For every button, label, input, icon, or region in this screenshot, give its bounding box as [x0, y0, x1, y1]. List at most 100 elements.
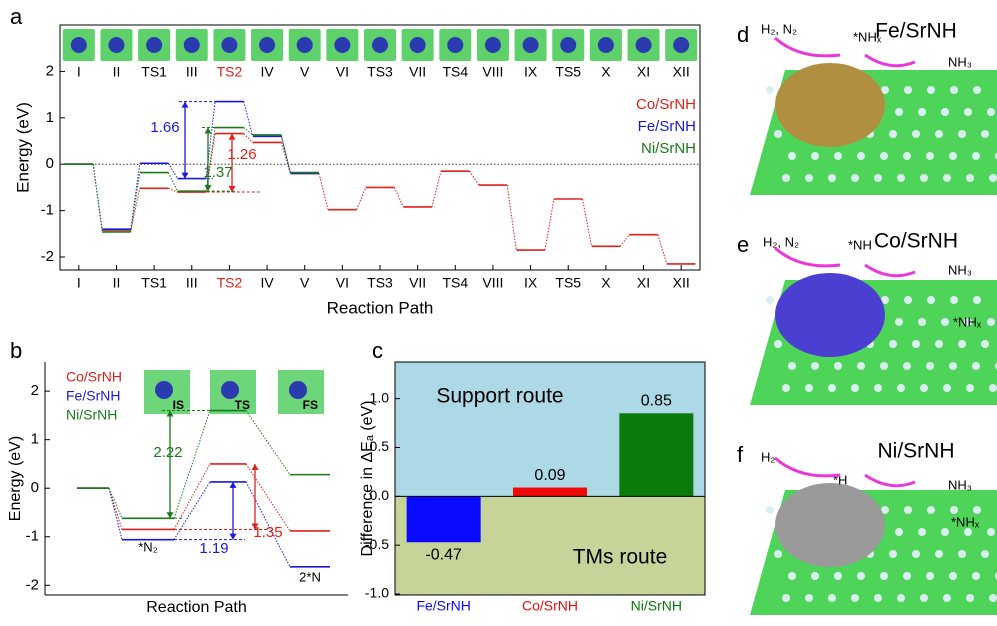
support-atom — [987, 528, 995, 536]
y-tick-label: 0.5 — [370, 438, 390, 454]
support-atom — [920, 594, 928, 602]
support-atom — [989, 384, 997, 392]
x-tick-label: X — [601, 275, 611, 291]
arrow-head — [204, 185, 212, 192]
top-category-label: TS3 — [367, 64, 393, 80]
species-label: *NHₓ — [853, 29, 882, 44]
region-label: TMs route — [573, 546, 668, 569]
reaction-arrow — [864, 473, 916, 488]
support-atom — [949, 572, 957, 580]
support-atom — [912, 130, 920, 138]
reaction-arrow — [774, 36, 841, 58]
reaction-arrow — [774, 246, 841, 268]
support-atom — [851, 384, 859, 392]
x-tick-label: XI — [637, 275, 650, 291]
inset-core — [155, 381, 173, 399]
support-atom — [926, 362, 934, 370]
support-atom — [811, 362, 819, 370]
support-atom — [935, 340, 943, 348]
top-category-label: XII — [673, 64, 690, 80]
support-atom — [774, 550, 782, 558]
top-category-label: TS2 — [217, 64, 243, 80]
top-category-label: TS4 — [442, 64, 468, 80]
support-atom — [972, 362, 980, 370]
inset-label: FS — [303, 398, 318, 412]
species-label: H₂ — [761, 449, 775, 464]
panel-label: a — [10, 4, 23, 29]
y-tick-label: 1.0 — [370, 389, 390, 405]
legend-label: Co/SrNH — [636, 96, 696, 113]
x-tick-label: VI — [336, 275, 349, 291]
connector — [245, 410, 291, 475]
support-atom — [874, 594, 882, 602]
support-atom — [904, 296, 912, 304]
inset-label: TS — [235, 398, 250, 412]
support-atom — [782, 174, 790, 182]
y-tick-label: -1 — [26, 528, 39, 545]
x-tick-label: TS1 — [141, 275, 167, 291]
support-atom — [828, 174, 836, 182]
panel-title: Co/SrNH — [874, 230, 958, 253]
connector — [544, 198, 555, 251]
arrow-head — [181, 172, 189, 179]
x-tick-label: Co/SrNH — [522, 598, 578, 614]
support-atom — [811, 572, 819, 580]
support-atom — [941, 108, 949, 116]
support-atom — [958, 340, 966, 348]
x-tick-label: III — [186, 275, 198, 291]
support-atom — [834, 572, 842, 580]
y-tick-label: -1.0 — [365, 585, 389, 601]
x-tick-label: TS4 — [442, 275, 468, 291]
support-atom — [949, 362, 957, 370]
cluster — [775, 483, 885, 567]
support-atom — [966, 594, 974, 602]
support-atom — [880, 572, 888, 580]
x-tick-label: IX — [524, 275, 538, 291]
support-atom — [895, 528, 903, 536]
top-category-label: I — [77, 64, 81, 80]
x-tick-label: II — [113, 275, 121, 291]
support-atom — [880, 152, 888, 160]
support-atom — [805, 594, 813, 602]
support-atom — [895, 318, 903, 326]
support-atom — [981, 130, 989, 138]
structure-thumb-core — [146, 37, 163, 53]
support-atom — [918, 108, 926, 116]
support-atom — [927, 296, 935, 304]
support-atom — [766, 296, 774, 304]
connector — [506, 185, 517, 251]
support-atom — [851, 594, 859, 602]
support-atom — [788, 362, 796, 370]
y-tick-label: 1 — [31, 431, 39, 448]
connector — [167, 172, 178, 192]
structure-thumb-core — [296, 37, 313, 53]
structure-thumb-core — [597, 37, 614, 53]
connector — [356, 187, 367, 210]
support-atom — [950, 506, 958, 514]
arrow-head — [166, 512, 174, 519]
support-atom — [874, 384, 882, 392]
support-atom — [920, 384, 928, 392]
x-axis-label: Reaction Path — [327, 298, 434, 317]
x-tick-label: IV — [260, 275, 274, 291]
connector — [582, 198, 593, 247]
x-tick-label: Fe/SrNH — [416, 598, 470, 614]
top-category-label: XI — [637, 64, 650, 80]
y-tick-label: 2 — [46, 62, 54, 79]
y-tick-label: -0.5 — [365, 536, 389, 552]
annotation: 1.37 — [203, 164, 232, 181]
top-category-label: X — [601, 64, 611, 80]
species-label: NH₃ — [948, 477, 972, 492]
x-tick-label: I — [77, 275, 81, 291]
arrow-head — [229, 533, 237, 540]
connector — [245, 481, 291, 568]
support-atom — [943, 594, 951, 602]
frame — [394, 361, 706, 596]
support-atom — [912, 550, 920, 558]
y-tick-label: -2 — [41, 248, 54, 265]
structure-thumb-core — [522, 37, 539, 53]
support-atom — [935, 550, 943, 558]
support-atom — [966, 384, 974, 392]
arrow-head — [228, 186, 236, 193]
